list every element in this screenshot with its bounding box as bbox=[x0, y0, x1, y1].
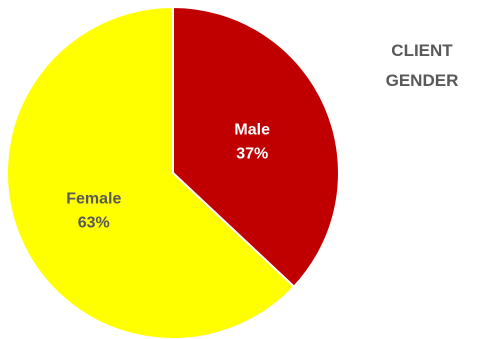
slice-label-name-male: Male bbox=[234, 122, 270, 139]
pie-slices bbox=[6, 5, 340, 339]
pie-labels: Male 37% Female 63% bbox=[66, 122, 270, 232]
slice-label-name-female: Female bbox=[66, 190, 121, 207]
pie-slice-male bbox=[172, 5, 340, 289]
chart-title-line-2: GENDER bbox=[385, 71, 459, 90]
slice-label-percent-male: 37% bbox=[236, 146, 268, 163]
chart-title: CLIENT GENDER bbox=[372, 36, 472, 96]
chart-title-line-1: CLIENT bbox=[391, 41, 453, 60]
pie-slice-female bbox=[6, 5, 296, 339]
slice-label-percent-female: 63% bbox=[78, 214, 110, 231]
